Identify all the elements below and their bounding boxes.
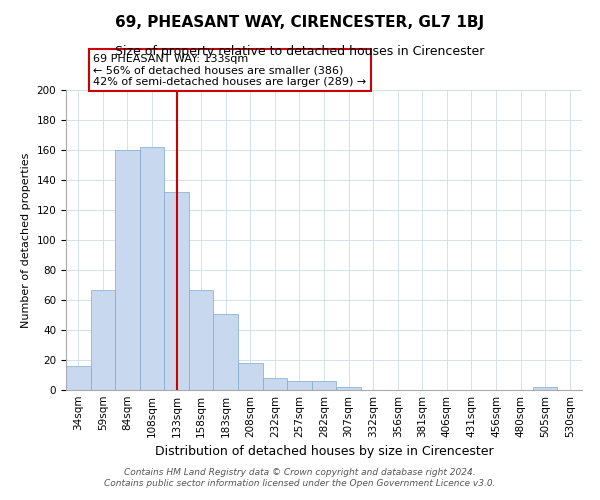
Bar: [336, 387, 361, 390]
Bar: [189, 290, 214, 390]
Bar: [533, 387, 557, 390]
Text: 69, PHEASANT WAY, CIRENCESTER, GL7 1BJ: 69, PHEASANT WAY, CIRENCESTER, GL7 1BJ: [115, 15, 485, 30]
Bar: [115, 150, 140, 390]
Bar: [263, 378, 287, 390]
Text: Size of property relative to detached houses in Cirencester: Size of property relative to detached ho…: [115, 45, 485, 58]
Bar: [214, 314, 238, 390]
Bar: [238, 363, 263, 390]
Bar: [287, 381, 312, 390]
X-axis label: Distribution of detached houses by size in Cirencester: Distribution of detached houses by size …: [155, 446, 493, 458]
Bar: [140, 147, 164, 390]
Text: Contains HM Land Registry data © Crown copyright and database right 2024.
Contai: Contains HM Land Registry data © Crown c…: [104, 468, 496, 487]
Bar: [66, 366, 91, 390]
Text: 69 PHEASANT WAY: 133sqm
← 56% of detached houses are smaller (386)
42% of semi-d: 69 PHEASANT WAY: 133sqm ← 56% of detache…: [93, 54, 366, 87]
Bar: [164, 192, 189, 390]
Y-axis label: Number of detached properties: Number of detached properties: [21, 152, 31, 328]
Bar: [91, 290, 115, 390]
Bar: [312, 381, 336, 390]
